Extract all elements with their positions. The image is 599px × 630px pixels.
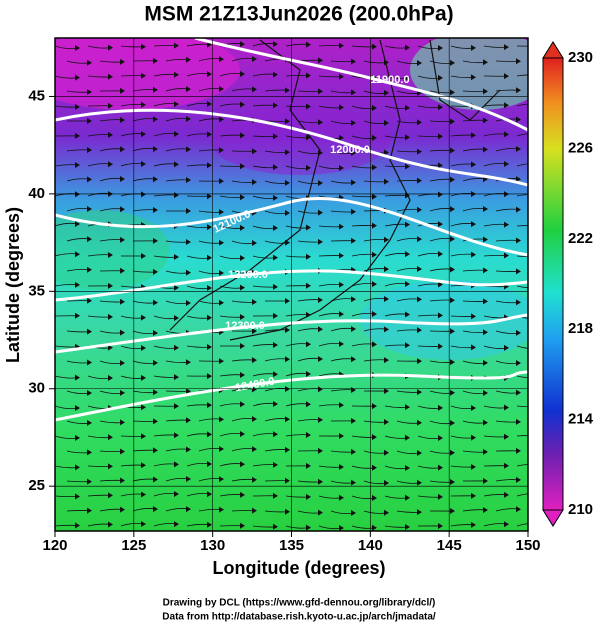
colorbar-extend-top	[543, 42, 563, 58]
x-tick-label: 130	[200, 537, 225, 554]
stream-arrow	[549, 536, 554, 542]
x-tick-label: 120	[42, 537, 67, 554]
stream-arrow	[537, 404, 542, 410]
plot-area: 11900.0 12000.0 12100.0 12200.0 12300.0 …	[20, 30, 554, 546]
colorbar-tick-label: 218	[568, 320, 593, 337]
title: MSM 21Z13Jun2026 (200.0hPa)	[144, 3, 453, 26]
contour-label: 11900.0	[370, 74, 409, 86]
colorbar-extend-bottom	[543, 510, 563, 526]
contour-label: 12200.0	[228, 269, 268, 281]
y-tick-label: 45	[28, 87, 45, 104]
stream-arrow	[318, 540, 323, 546]
y-tick-label: 35	[28, 282, 45, 299]
stream-arrow	[417, 538, 422, 544]
x-tick-label: 145	[437, 537, 462, 554]
contour-label: 12300.0	[225, 320, 265, 332]
stream-arrow	[537, 284, 542, 290]
colorbar-tick-label: 214	[568, 411, 594, 428]
x-tick-label: 140	[358, 537, 383, 554]
colorbar	[543, 58, 563, 510]
y-tick-label: 30	[28, 380, 45, 397]
stream-arrow	[252, 539, 257, 545]
stream-arrow	[537, 72, 542, 78]
field-patch	[410, 30, 550, 110]
stream-arrow	[537, 462, 542, 468]
streamline	[232, 541, 256, 542]
stream-arrow	[537, 521, 542, 527]
stream-arrow	[537, 101, 542, 107]
x-tick-label: 125	[121, 537, 146, 554]
stream-arrow	[537, 254, 542, 260]
contour-label: 12000.0	[330, 144, 370, 156]
stream-arrow	[537, 131, 542, 137]
y-tick-label: 40	[28, 185, 45, 202]
stream-arrow	[483, 536, 488, 542]
stream-arrow	[153, 536, 158, 542]
stream-arrow	[186, 537, 191, 543]
credit: Drawing by DCL (https://www.gfd-dennou.o…	[163, 598, 436, 609]
colorbar-tick-label: 210	[568, 501, 593, 518]
stream-arrow	[384, 539, 389, 545]
stream-arrow	[537, 315, 542, 321]
colorbar-tick-label: 230	[568, 49, 593, 66]
stream-arrow	[537, 161, 542, 167]
streamline	[517, 406, 541, 407]
credit: Data from http://database.rish.kyoto-u.a…	[162, 612, 436, 623]
stream-arrow	[537, 433, 542, 439]
field-patch	[210, 105, 390, 175]
streamline	[331, 541, 355, 543]
field-patch	[30, 210, 170, 290]
stream-arrow	[351, 540, 356, 546]
stream-arrow	[537, 223, 542, 229]
streamline	[517, 256, 541, 257]
stream-arrow	[537, 345, 542, 351]
streamline	[67, 539, 91, 541]
y-axis-label: Latitude (degrees)	[3, 207, 23, 363]
stream-arrow	[537, 192, 542, 198]
colorbar-tick-label: 222	[568, 230, 593, 247]
colorbar-tick-label: 226	[568, 139, 593, 156]
x-tick-label: 135	[279, 537, 304, 554]
y-tick-label: 25	[28, 477, 45, 494]
stream-arrow	[537, 374, 542, 380]
x-axis-label: Longitude (degrees)	[212, 558, 385, 578]
stream-arrow	[537, 43, 542, 49]
stream-arrow	[537, 491, 542, 497]
stream-arrow	[87, 537, 92, 543]
streamline	[463, 539, 487, 541]
streamline	[166, 539, 190, 541]
x-tick-label: 150	[515, 537, 540, 554]
